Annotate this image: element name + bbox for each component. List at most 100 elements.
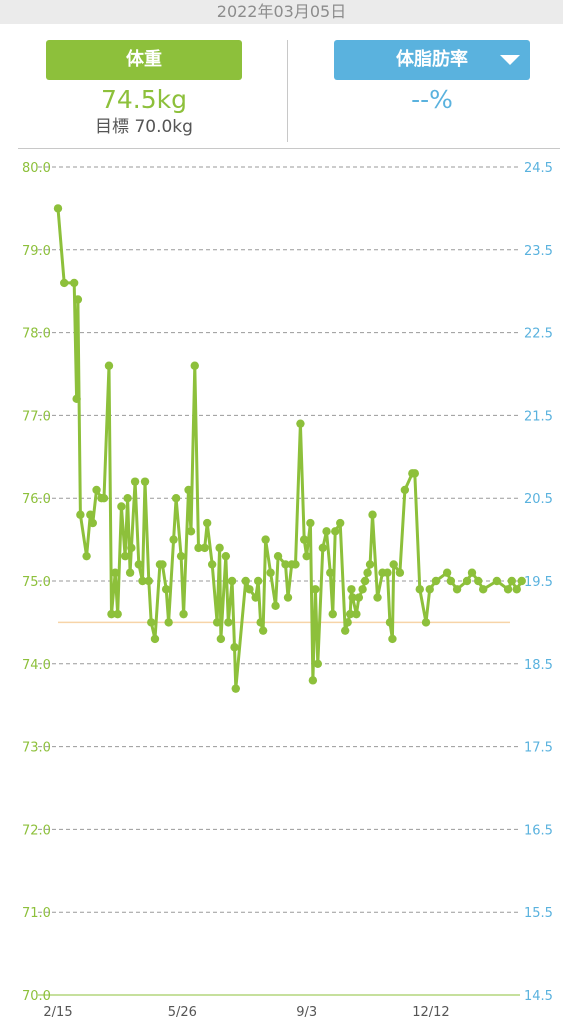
weight-data-point	[365, 560, 375, 569]
weight-data-point	[72, 394, 81, 404]
chevron-down-icon[interactable]	[500, 55, 520, 65]
body-fat-dropdown[interactable]: 体脂肪率	[334, 40, 530, 80]
weight-data-point	[352, 609, 361, 619]
weight-data-point	[99, 494, 109, 503]
x-tick-label: 2/15	[43, 1005, 72, 1020]
weight-button-label: 体重	[126, 49, 162, 70]
weight-data-point	[92, 485, 101, 495]
weight-data-point	[224, 618, 233, 627]
body-fat-button-label: 体脂肪率	[396, 49, 468, 70]
weight-button[interactable]: 体重	[46, 40, 242, 80]
weight-data-point	[212, 618, 222, 627]
weight-data-point	[431, 576, 441, 586]
weight-data-point	[326, 568, 335, 577]
weight-data-point	[360, 576, 370, 586]
weight-data-point	[358, 585, 367, 594]
x-tick-label: 5/26	[168, 1005, 197, 1020]
weight-data-point	[395, 568, 405, 577]
weight-data-point	[296, 419, 305, 428]
y-tick-right: 18.5	[524, 658, 553, 673]
weight-data-point	[410, 469, 420, 478]
y-tick-left: 71.0	[22, 906, 51, 921]
weight-data-point	[331, 527, 340, 536]
weight-data-point	[82, 551, 91, 561]
panel-divider	[287, 40, 288, 142]
weight-data-point	[150, 634, 160, 644]
weight-data-point	[385, 618, 395, 627]
y-tick-right: 24.5	[524, 161, 553, 176]
y-tick-right: 22.5	[524, 327, 553, 342]
weight-data-point	[281, 560, 290, 569]
weight-data-point	[76, 510, 85, 519]
weight-data-point	[186, 527, 196, 536]
y-tick-right: 17.5	[524, 741, 553, 756]
weight-data-point	[322, 527, 331, 536]
weight-data-point	[318, 543, 328, 553]
weight-data-point	[266, 568, 275, 577]
weight-data-point	[425, 585, 434, 594]
weight-data-point	[273, 551, 283, 561]
weight-chart[interactable]: 80.0 24.5 79.0 23.5 78.0 22.5 77.0 21.5 76.0 20.5…	[0, 150, 563, 1024]
weight-data-point	[164, 618, 173, 627]
weight-data-point	[368, 510, 377, 519]
weight-data-point	[158, 560, 167, 569]
weight-data-point	[373, 593, 382, 602]
y-tick-left: 76.0	[22, 492, 51, 507]
weight-data-point	[104, 361, 114, 370]
weight-data-point	[230, 643, 239, 652]
weight-data-point	[517, 576, 526, 586]
current-date: 2022年03月05日	[216, 2, 347, 21]
y-tick-left: 79.0	[22, 244, 51, 259]
weight-data-point	[299, 535, 309, 544]
y-tick-left: 72.0	[22, 823, 51, 838]
weight-data-point	[127, 543, 136, 553]
weight-data-point	[134, 560, 144, 569]
weight-data-point	[190, 361, 199, 370]
weight-data-point	[147, 618, 156, 627]
y-tick-left: 80.0	[22, 161, 51, 176]
header-divider	[18, 148, 560, 149]
weight-series-line	[56, 206, 524, 691]
weight-data-point	[388, 634, 397, 644]
y-tick-left: 73.0	[22, 741, 51, 756]
weight-data-point	[512, 585, 521, 594]
weight-value: 74.5kg	[100, 85, 187, 114]
weight-data-point	[389, 560, 398, 569]
y-tick-right: 20.5	[524, 492, 553, 507]
weight-data-point	[347, 585, 356, 594]
y-tick-right: 23.5	[524, 244, 553, 259]
y-tick-left: 70.0	[22, 989, 51, 1004]
y-tick-right: 21.5	[524, 409, 553, 424]
weight-data-point	[221, 551, 231, 561]
weight-data-point	[227, 576, 237, 586]
weight-data-point	[291, 560, 300, 569]
weight-data-point	[113, 609, 122, 619]
weight-data-point	[507, 576, 516, 586]
weight-data-point	[462, 576, 472, 586]
y-tick-right: 16.5	[524, 823, 553, 838]
weight-data-point	[216, 634, 226, 644]
weight-data-point	[125, 568, 135, 577]
weight-data-point	[345, 609, 355, 619]
weight-data-point	[474, 576, 483, 586]
weight-data-point	[184, 485, 193, 495]
weight-data-point	[179, 609, 188, 619]
y-tick-right: 14.5	[524, 989, 553, 1004]
y-tick-left: 74.0	[22, 658, 51, 673]
weight-data-point	[86, 510, 95, 519]
weight-data-point	[161, 585, 171, 594]
weight-data-point	[343, 618, 352, 627]
weight-data-point	[53, 204, 63, 213]
weight-data-point	[207, 560, 217, 569]
weight-data-point	[251, 593, 260, 602]
weight-data-point	[400, 485, 410, 495]
date-bar: 2022年03月05日	[0, 0, 563, 24]
weight-data-point	[446, 576, 456, 586]
weight-data-point	[503, 585, 513, 594]
weight-data-point	[140, 477, 150, 486]
weight-data-point	[261, 535, 270, 544]
weight-data-point	[130, 477, 140, 486]
weight-data-point	[258, 626, 268, 635]
weight-data-point	[138, 576, 147, 586]
